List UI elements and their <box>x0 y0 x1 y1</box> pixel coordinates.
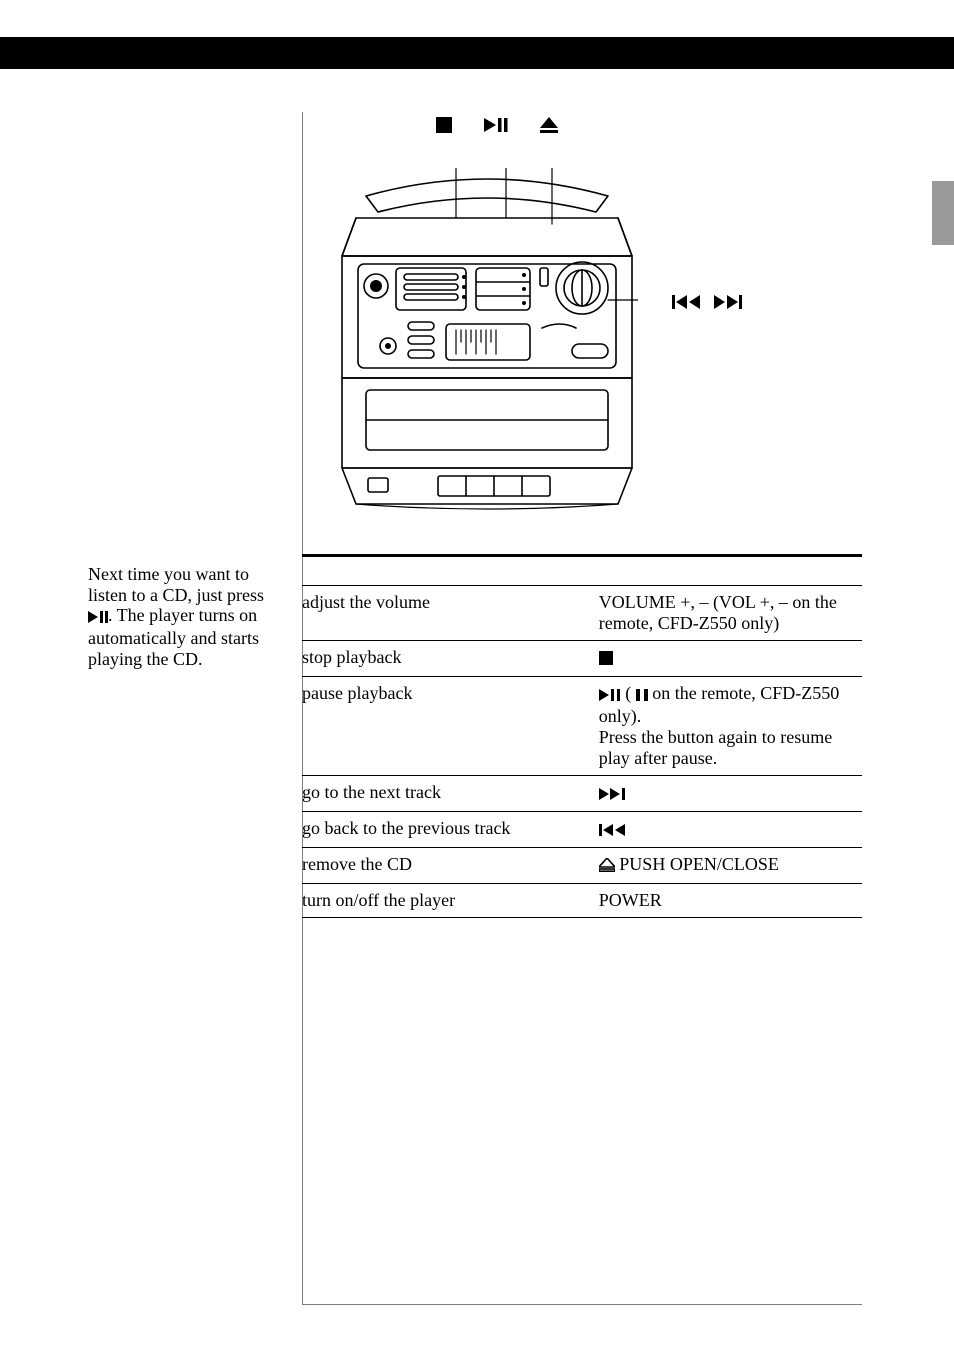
main-column: adjust the volumeVOLUME +, – (VOL +, – o… <box>302 112 862 918</box>
action-cell: remove the CD <box>302 848 599 884</box>
tip-column: Next time you want to listen to a CD, ju… <box>88 564 290 669</box>
press-text: Press the button again to resume play af… <box>599 727 832 768</box>
press-cell <box>599 776 862 812</box>
table-row: turn on/off the playerPOWER <box>302 884 862 918</box>
next-icon <box>599 784 625 805</box>
press-text: POWER <box>599 890 662 910</box>
diagram-top-icons <box>436 117 558 138</box>
table-row: go to the next track <box>302 776 862 812</box>
eject-icon <box>540 117 558 138</box>
action-cell: pause playback <box>302 677 599 776</box>
table-row: pause playback ( on the remote, CFD-Z550… <box>302 677 862 776</box>
press-cell <box>599 641 862 677</box>
press-text: ( <box>621 683 636 703</box>
tip-line1: Next time you want to <box>88 564 249 584</box>
footer-rule <box>302 1304 862 1305</box>
eject-outline-icon <box>599 856 615 877</box>
play-pause-icon <box>88 607 108 628</box>
press-cell <box>599 812 862 848</box>
operations-table: adjust the volumeVOLUME +, – (VOL +, – o… <box>302 586 862 918</box>
press-text: VOLUME +, – (VOL +, – on the remote, CFD… <box>599 592 837 633</box>
press-cell: ( on the remote, CFD-Z550 only).Press th… <box>599 677 862 776</box>
stop-icon <box>599 649 613 670</box>
table-row: stop playback <box>302 641 862 677</box>
press-cell: PUSH OPEN/CLOSE <box>599 848 862 884</box>
play-pause-icon <box>599 685 621 706</box>
action-cell: turn on/off the player <box>302 884 599 918</box>
press-cell: VOLUME +, – (VOL +, – on the remote, CFD… <box>599 586 862 641</box>
action-cell: go back to the previous track <box>302 812 599 848</box>
action-cell: adjust the volume <box>302 586 599 641</box>
pause-icon <box>636 685 648 706</box>
side-gray-tab <box>932 181 954 245</box>
tip-line2: listen to a CD, just press <box>88 585 264 605</box>
press-cell: POWER <box>599 884 862 918</box>
play-pause-icon <box>484 118 508 137</box>
action-cell: stop playback <box>302 641 599 677</box>
prev-icon <box>672 295 700 314</box>
tip-line3: . The player turns on <box>108 605 257 625</box>
thick-rule <box>302 554 862 557</box>
boombox-illustration <box>336 168 638 520</box>
tip-line4: automatically and starts <box>88 628 259 648</box>
prev-icon <box>599 820 625 841</box>
operations-tbody: adjust the volumeVOLUME +, – (VOL +, – o… <box>302 586 862 918</box>
tip-line5: playing the CD. <box>88 649 203 669</box>
table-row: go back to the previous track <box>302 812 862 848</box>
diagram-side-icons <box>672 295 742 314</box>
table-row: remove the CD PUSH OPEN/CLOSE <box>302 848 862 884</box>
table-row: adjust the volumeVOLUME +, – (VOL +, – o… <box>302 586 862 641</box>
stop-icon <box>436 117 452 138</box>
press-text: PUSH OPEN/CLOSE <box>615 854 779 874</box>
device-diagram <box>302 112 862 524</box>
top-black-bar <box>0 37 954 69</box>
action-cell: go to the next track <box>302 776 599 812</box>
next-icon <box>714 295 742 314</box>
tip-text: Next time you want to listen to a CD, ju… <box>88 564 290 669</box>
